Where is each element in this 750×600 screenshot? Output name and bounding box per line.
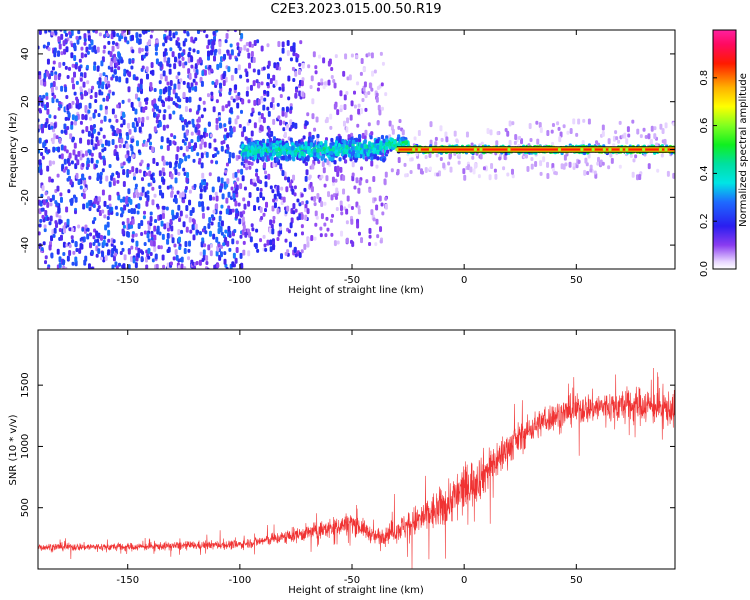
spectrogram-y-tick-label: 40 — [20, 48, 31, 61]
snr-y-axis-label: SNR (10 * v/v) — [8, 414, 19, 485]
snr-x-tick-label: 50 — [570, 575, 583, 586]
snr-x-axis-label: Height of straight line (km) — [288, 585, 424, 596]
colorbar-tick-label: 0.8 — [699, 70, 710, 86]
spectrogram-x-tick-label: 50 — [570, 275, 583, 286]
snr-x-tick-label: -50 — [344, 575, 360, 586]
chart-title: C2E3.2023.015.00.50.R19 — [270, 2, 442, 17]
snr-y-ticks: 500 1000 1500 — [20, 372, 675, 517]
snr-x-tick-label: -150 — [116, 575, 139, 586]
colorbar-tick-label: 0.2 — [699, 213, 710, 229]
spectrogram-y-ticks: -40 -20 0 20 40 — [20, 48, 675, 253]
colorbar-tick-label: 0.4 — [699, 165, 710, 181]
spectrogram-y-tick-label: 0 — [20, 146, 31, 152]
spectrogram-y-tick-label: -40 — [20, 237, 31, 253]
colorbar-ticks: 0.0 0.2 0.4 0.6 0.8 — [699, 70, 717, 277]
snr-y-tick-label: 1500 — [20, 372, 31, 397]
snr-y-tick-label: 500 — [20, 498, 31, 517]
spectrogram-x-tick-label: 0 — [461, 275, 467, 286]
spectrogram-panel: -150 -100 -50 0 50 -40 -20 0 20 40 Height of str… — [8, 29, 676, 296]
snr-x-tick-label: 0 — [461, 575, 467, 586]
snr-series-line — [38, 367, 675, 569]
spectrogram-x-tick-label: -50 — [344, 275, 360, 286]
spectrogram-x-tick-label: -150 — [116, 275, 139, 286]
snr-x-ticks: -150 -100 -50 0 50 — [116, 330, 583, 586]
colorbar-tick-label: 0.6 — [699, 118, 710, 134]
spectrogram-cells — [38, 30, 675, 269]
spectrogram-x-axis-label: Height of straight line (km) — [288, 285, 424, 296]
spectrogram-y-axis-label: Frequency (Hz) — [8, 112, 19, 188]
snr-x-tick-label: -100 — [229, 575, 252, 586]
colorbar: 0.0 0.2 0.4 0.6 0.8 Normalized spectral ampl… — [699, 29, 749, 277]
snr-y-tick-label: 1000 — [20, 434, 31, 459]
snr-panel: -150 -100 -50 0 50 500 1000 1500 Height of str… — [8, 329, 676, 596]
spectrogram-x-tick-label: -100 — [229, 275, 252, 286]
colorbar-tick-label: 0.0 — [699, 261, 710, 277]
colorbar-label: Normalized spectral amplitude — [738, 73, 749, 227]
spectrogram-x-ticks: -150 -100 -50 0 50 — [116, 30, 583, 286]
spectrogram-y-tick-label: -20 — [20, 189, 31, 205]
spectrogram-y-tick-label: 20 — [20, 95, 31, 108]
